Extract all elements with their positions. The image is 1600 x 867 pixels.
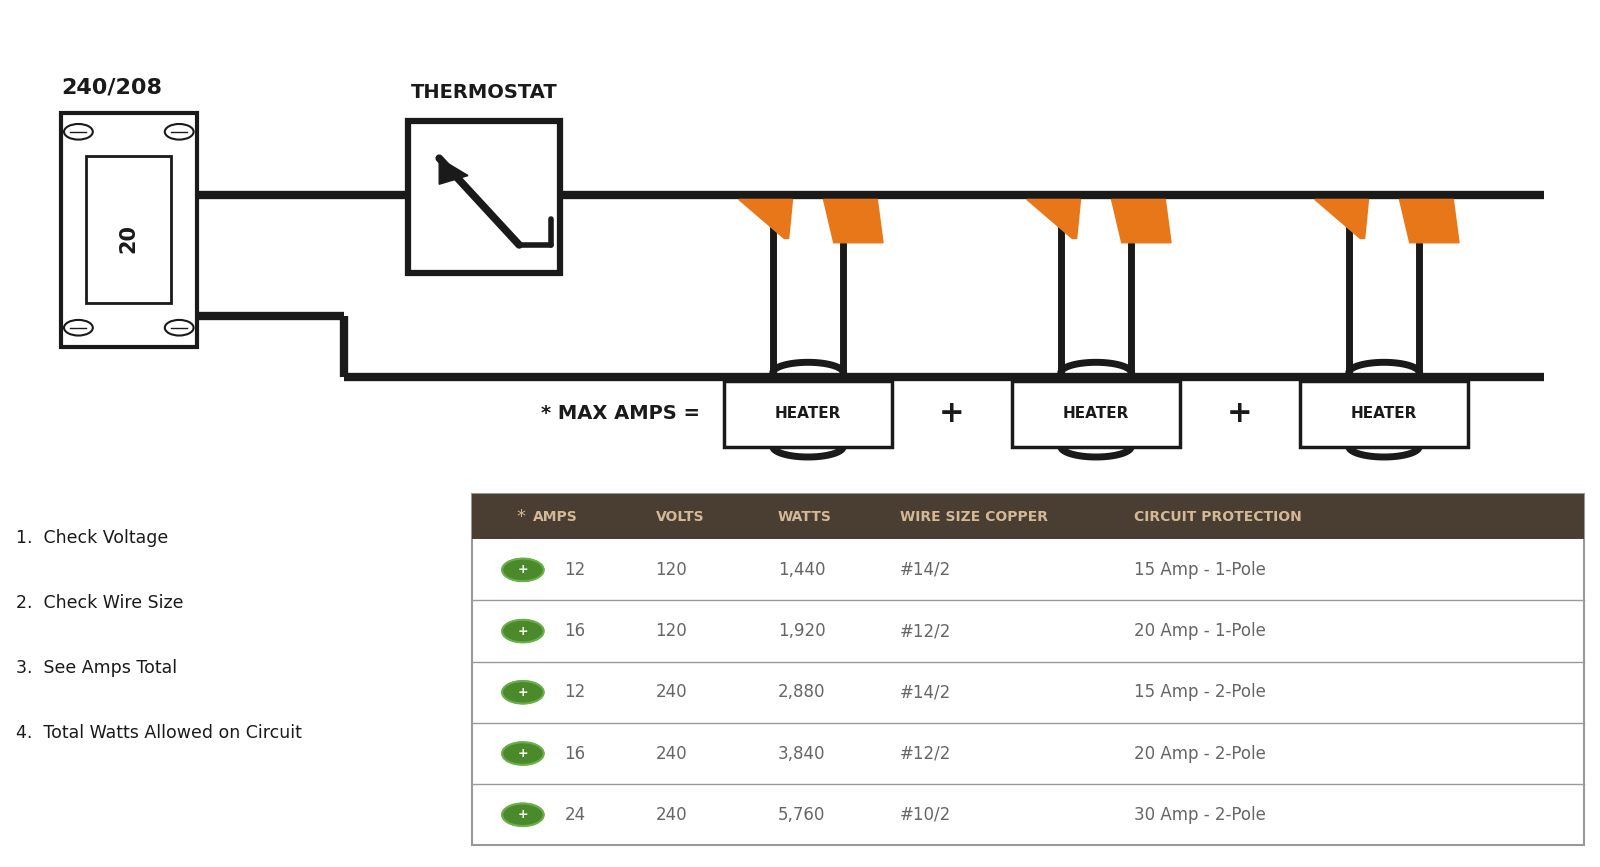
Text: AMPS: AMPS [533,510,578,524]
Text: 30 Amp - 2-Pole: 30 Amp - 2-Pole [1134,805,1266,824]
FancyBboxPatch shape [1013,381,1181,447]
Text: *: * [517,508,525,525]
Circle shape [502,620,544,642]
Text: 15 Amp - 2-Pole: 15 Amp - 2-Pole [1134,683,1266,701]
Text: 15 Amp - 1-Pole: 15 Amp - 1-Pole [1134,561,1266,579]
Text: 240/208: 240/208 [61,77,162,97]
Text: #10/2: #10/2 [901,805,952,824]
Text: THERMOSTAT: THERMOSTAT [411,83,557,102]
Text: 20 Amp - 2-Pole: 20 Amp - 2-Pole [1134,745,1266,762]
Text: 240: 240 [656,745,686,762]
FancyBboxPatch shape [61,113,197,347]
Polygon shape [1112,199,1171,243]
Text: 3.  See Amps Total: 3. See Amps Total [16,659,178,676]
Text: 240: 240 [656,805,686,824]
Circle shape [502,558,544,581]
Text: 1,440: 1,440 [778,561,826,579]
Text: HEATER: HEATER [1062,407,1130,421]
Text: 1.  Check Voltage: 1. Check Voltage [16,529,168,546]
Text: +: + [517,564,528,577]
Circle shape [502,742,544,765]
Text: #12/2: #12/2 [901,745,952,762]
Text: 120: 120 [656,623,688,640]
Text: +: + [517,808,528,821]
Text: WIRE SIZE COPPER: WIRE SIZE COPPER [901,510,1048,524]
Text: VOLTS: VOLTS [656,510,704,524]
Text: HEATER: HEATER [774,407,842,421]
FancyBboxPatch shape [408,121,560,273]
Polygon shape [1315,199,1368,238]
Text: 12: 12 [565,561,586,579]
FancyBboxPatch shape [1299,381,1469,447]
Polygon shape [438,158,467,184]
Text: 120: 120 [656,561,688,579]
Text: 24: 24 [565,805,586,824]
Text: 20 Amp - 1-Pole: 20 Amp - 1-Pole [1134,623,1266,640]
Text: 1,920: 1,920 [778,623,826,640]
Text: +: + [1227,400,1253,428]
FancyBboxPatch shape [86,156,171,303]
Text: +: + [517,686,528,699]
Text: 4.  Total Watts Allowed on Circuit: 4. Total Watts Allowed on Circuit [16,724,302,741]
Text: #14/2: #14/2 [901,683,952,701]
Text: +: + [939,400,965,428]
Text: CIRCUIT PROTECTION: CIRCUIT PROTECTION [1134,510,1301,524]
Polygon shape [824,199,883,243]
Polygon shape [739,199,792,238]
Text: 2,880: 2,880 [778,683,826,701]
Text: 12: 12 [565,683,586,701]
Text: HEATER: HEATER [1350,407,1418,421]
Text: 2.  Check Wire Size: 2. Check Wire Size [16,594,184,611]
Text: 3,840: 3,840 [778,745,826,762]
Text: #14/2: #14/2 [901,561,952,579]
Text: +: + [517,747,528,760]
Text: WATTS: WATTS [778,510,832,524]
Text: 20: 20 [118,224,139,253]
Text: #12/2: #12/2 [901,623,952,640]
Circle shape [502,681,544,703]
Text: * MAX AMPS =: * MAX AMPS = [541,405,701,423]
Text: 240: 240 [656,683,686,701]
Text: 5,760: 5,760 [778,805,826,824]
FancyBboxPatch shape [472,494,1584,845]
Polygon shape [1400,199,1459,243]
Circle shape [502,804,544,826]
Polygon shape [1027,199,1080,238]
Text: +: + [517,624,528,637]
FancyBboxPatch shape [472,494,1584,539]
FancyBboxPatch shape [723,381,893,447]
Text: 16: 16 [565,745,586,762]
Text: 16: 16 [565,623,586,640]
